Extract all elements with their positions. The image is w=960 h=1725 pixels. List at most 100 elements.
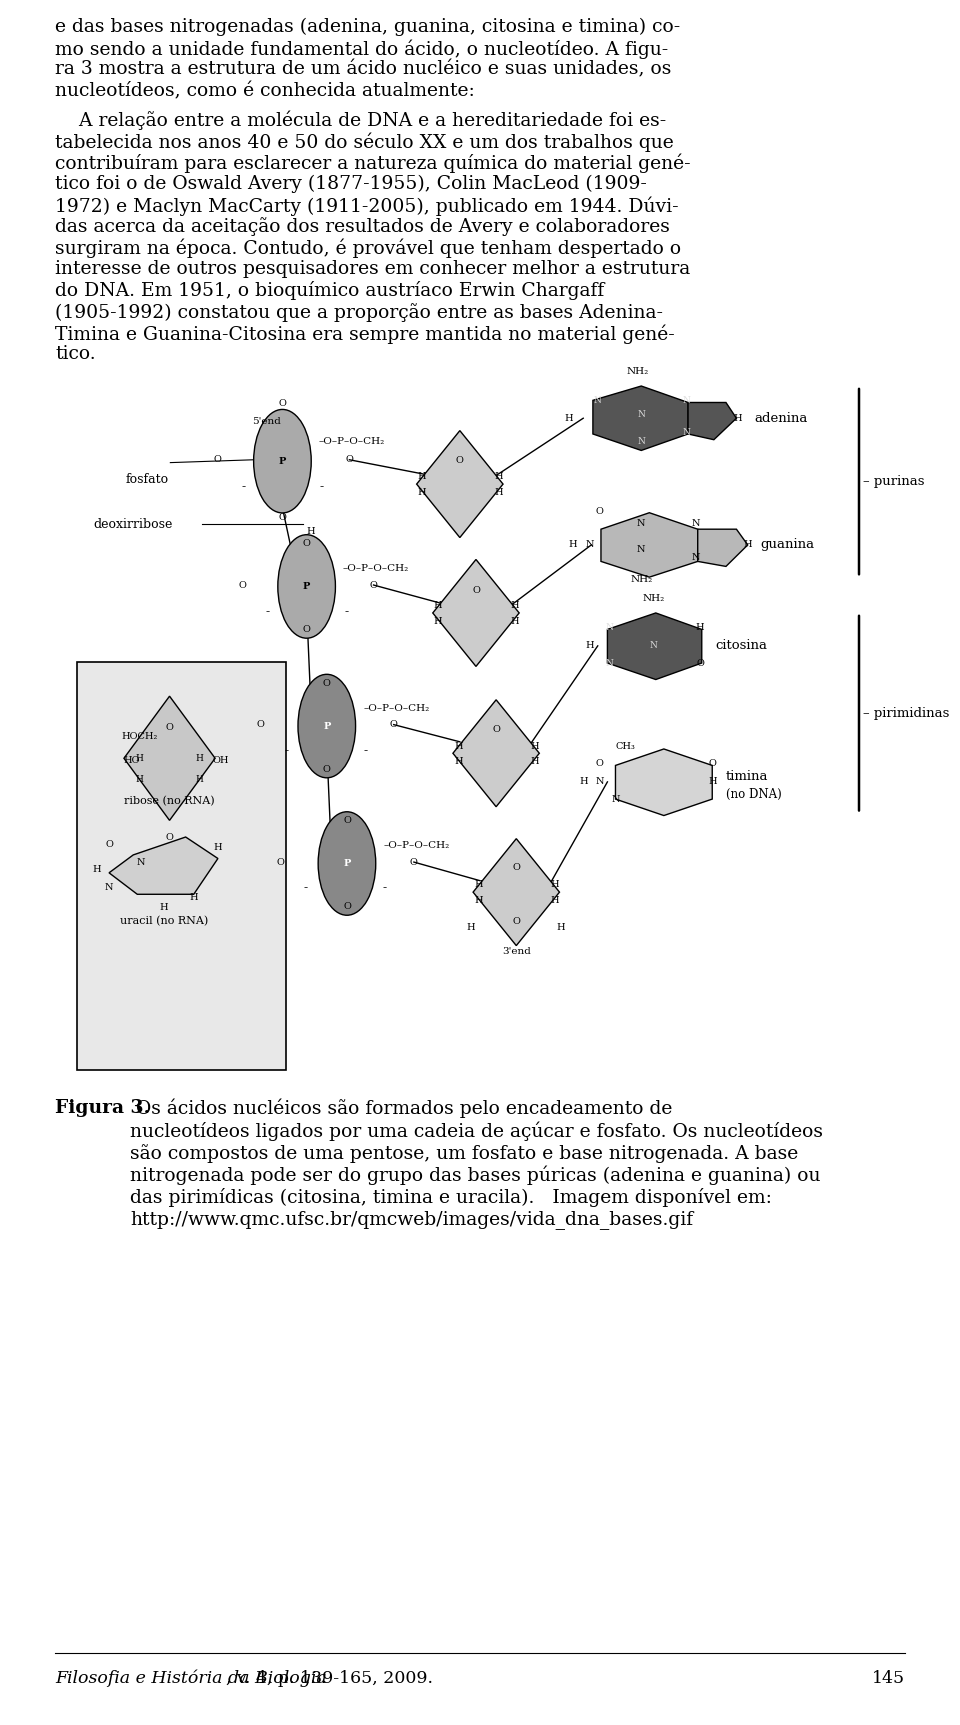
Text: N: N [586,540,594,550]
Text: surgiram na época. Contudo, é provável que tenham despertado o: surgiram na época. Contudo, é provável q… [55,238,682,259]
Text: O: O [214,455,222,464]
Text: uracil (no RNA): uracil (no RNA) [120,916,208,926]
Text: N: N [612,795,620,804]
Text: H: H [586,642,594,650]
Text: deoxirribose: deoxirribose [93,518,172,531]
Text: O: O [346,455,353,464]
Text: mo sendo a unidade fundamental do ácido, o nucleotídeo. A figu-: mo sendo a unidade fundamental do ácido,… [55,40,668,59]
Text: -: - [242,480,246,493]
Text: N: N [683,428,690,436]
Text: H: H [474,897,483,906]
Text: fosfato: fosfato [125,473,168,485]
Text: O: O [595,759,603,768]
Text: O: O [492,724,500,735]
Text: H: H [696,623,705,631]
Text: H: H [434,618,443,626]
Text: P: P [303,581,310,592]
Polygon shape [601,512,698,578]
Text: , v. 4, p. 139-165, 2009.: , v. 4, p. 139-165, 2009. [226,1670,433,1687]
Text: H: H [531,757,540,766]
Text: O: O [323,764,331,773]
Text: H: H [466,923,474,933]
Text: O: O [276,857,284,866]
Text: P: P [278,457,286,466]
Text: O: O [323,678,331,688]
Polygon shape [608,612,702,680]
Text: –O–P–O–CH₂: –O–P–O–CH₂ [363,704,429,712]
Text: N: N [595,778,604,787]
Text: N: N [683,395,690,405]
Text: tabelecida nos anos 40 e 50 do século XX e um dos trabalhos que: tabelecida nos anos 40 e 50 do século XX… [55,133,674,152]
Text: adenina: adenina [755,412,807,424]
Text: NH₂: NH₂ [626,367,648,376]
Text: -: - [284,743,289,757]
Text: H: H [196,775,204,785]
Text: N: N [649,642,658,650]
Text: P: P [344,859,350,868]
Text: O: O [343,816,351,825]
Text: H: H [135,775,144,785]
Text: ribose (no RNA): ribose (no RNA) [124,795,215,806]
Text: N: N [637,411,645,419]
Text: H: H [743,540,752,550]
Text: O: O [390,719,397,730]
Text: (no DNA): (no DNA) [726,788,781,800]
Text: tico.: tico. [55,345,96,364]
Polygon shape [615,749,712,816]
Text: H: H [557,923,564,933]
Text: P: P [324,721,330,731]
Text: nucleotídeos, como é conhecida atualmente:: nucleotídeos, como é conhecida atualment… [55,83,475,100]
Text: Filosofia e História da Biologia: Filosofia e História da Biologia [55,1670,326,1687]
Text: O: O [595,507,603,516]
Text: Timina e Guanina-Citosina era sempre mantida no material gené-: Timina e Guanina-Citosina era sempre man… [55,324,675,343]
Text: N: N [692,519,701,528]
Text: N: N [637,545,645,554]
Text: N: N [637,436,645,445]
Text: 3'end: 3'end [502,947,531,956]
Text: 145: 145 [872,1670,905,1687]
Text: O: O [105,840,113,849]
Text: N: N [105,883,113,892]
Text: O: O [278,400,286,409]
Text: -: - [303,881,308,894]
Text: –O–P–O–CH₂: –O–P–O–CH₂ [319,436,385,445]
Text: O: O [302,538,311,549]
Polygon shape [593,386,688,450]
Text: O: O [256,719,265,730]
Text: H: H [418,488,426,497]
Text: –O–P–O–CH₂: –O–P–O–CH₂ [383,842,449,850]
Text: H: H [454,757,463,766]
Text: N: N [137,857,146,866]
Text: interesse de outros pesquisadores em conhecer melhor a estrutura: interesse de outros pesquisadores em con… [55,260,690,278]
Polygon shape [473,838,560,945]
Text: H: H [579,778,588,787]
Text: O: O [410,857,418,866]
Text: e das bases nitrogenadas (adenina, guanina, citosina e timina) co-: e das bases nitrogenadas (adenina, guani… [55,17,681,36]
Text: N: N [605,623,613,631]
Text: -: - [266,605,270,618]
Text: 5'end: 5'end [252,417,280,426]
Text: –O–P–O–CH₂: –O–P–O–CH₂ [343,564,409,573]
Text: O: O [513,918,520,926]
Text: H: H [733,414,742,423]
Text: H: H [214,844,222,852]
Polygon shape [417,431,503,538]
Text: O: O [513,862,520,873]
Text: ra 3 mostra a estrutura de um ácido nucléico e suas unidades, os: ra 3 mostra a estrutura de um ácido nucl… [55,60,671,79]
Polygon shape [109,837,218,894]
Text: Figura 3.: Figura 3. [55,1099,150,1116]
Text: HO: HO [124,756,140,764]
Polygon shape [698,530,748,566]
Text: timina: timina [726,769,768,783]
Text: O: O [302,624,311,633]
Text: A relação entre a molécula de DNA e a hereditariedade foi es-: A relação entre a molécula de DNA e a he… [55,110,666,131]
Circle shape [277,535,335,638]
Text: (1905-1992) constatou que a proporção entre as bases Adenina-: (1905-1992) constatou que a proporção en… [55,304,663,321]
Text: H: H [135,754,144,764]
Text: contribuíram para esclarecer a natureza química do material gené-: contribuíram para esclarecer a natureza … [55,154,690,173]
Text: CH₃: CH₃ [615,742,636,750]
Text: H: H [551,897,560,906]
Circle shape [298,674,355,778]
Text: H: H [418,473,426,481]
Text: O: O [370,581,377,590]
